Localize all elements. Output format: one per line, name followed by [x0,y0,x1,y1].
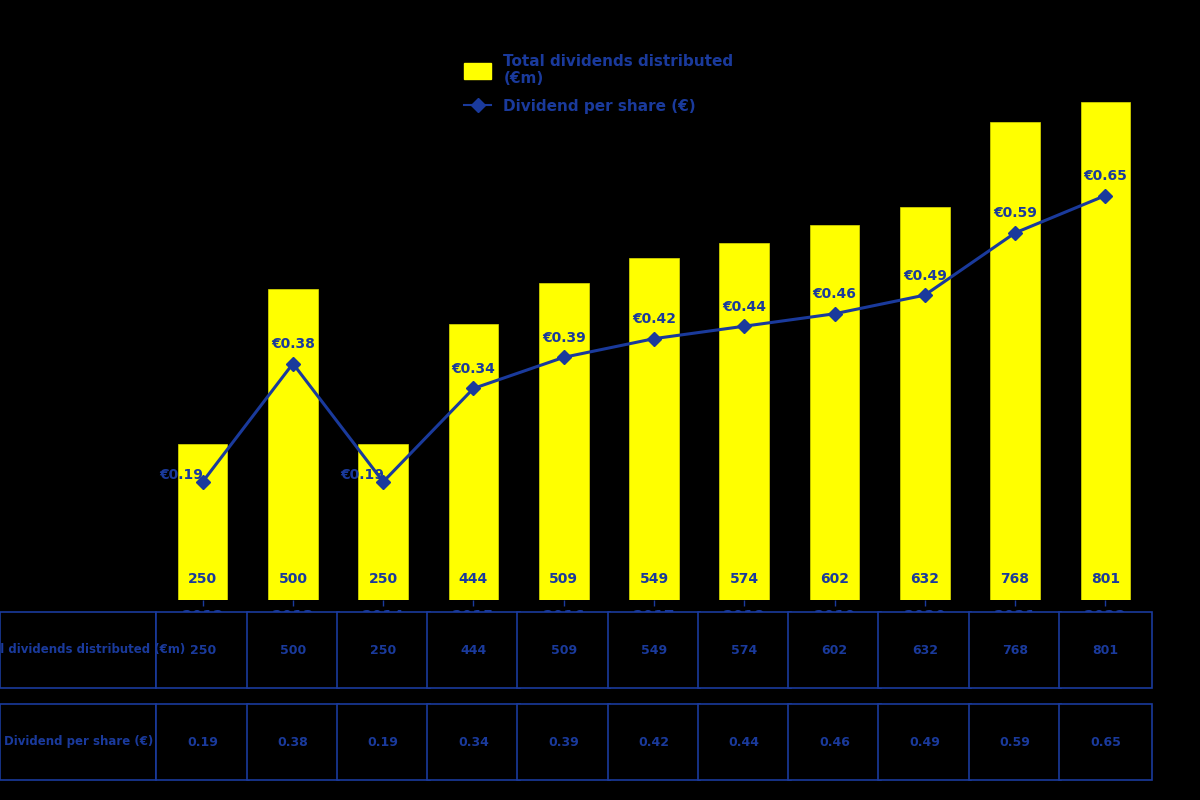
Text: 0.65: 0.65 [1090,735,1121,749]
Text: 0.44: 0.44 [728,735,760,749]
Bar [810,226,859,600]
Bar [878,704,971,780]
Text: 549: 549 [641,643,667,657]
Bar [268,289,318,600]
Bar [968,704,1062,780]
Bar [720,243,769,600]
Text: 500: 500 [278,572,307,586]
Bar [968,612,1062,688]
Text: 768: 768 [1001,572,1030,586]
Bar [359,445,408,600]
Bar [246,612,340,688]
Bar [449,324,498,600]
Bar [156,612,250,688]
Bar [517,612,610,688]
Text: 574: 574 [731,643,757,657]
Text: 0.39: 0.39 [548,735,580,749]
Bar [427,612,520,688]
Bar [0,612,156,688]
Text: Dividend per share (€): Dividend per share (€) [4,735,152,749]
Text: 549: 549 [640,572,668,586]
Text: 801: 801 [1091,572,1120,586]
Text: Total dividends distributed (€m): Total dividends distributed (€m) [0,643,185,657]
Text: 509: 509 [551,643,577,657]
Text: 250: 250 [188,572,217,586]
Text: €0.19: €0.19 [160,468,203,482]
Text: €0.49: €0.49 [902,269,947,282]
Bar [878,612,971,688]
Bar [539,283,588,600]
Text: 0.19: 0.19 [187,735,218,749]
Text: 0.38: 0.38 [277,735,308,749]
Bar [0,704,156,780]
Bar [156,704,250,780]
Text: €0.44: €0.44 [722,300,767,314]
Text: 250: 250 [368,572,397,586]
Text: 801: 801 [1092,643,1118,657]
Text: 500: 500 [280,643,306,657]
Text: €0.42: €0.42 [632,312,676,326]
Bar [788,704,881,780]
Bar [990,122,1040,600]
Text: 632: 632 [911,572,940,586]
Text: 632: 632 [912,643,937,657]
Text: €0.46: €0.46 [812,287,857,302]
Bar [698,704,791,780]
Bar [1080,102,1130,600]
Text: 602: 602 [822,643,847,657]
Bar [337,612,430,688]
Bar [607,704,701,780]
Bar [788,612,881,688]
Text: €0.38: €0.38 [271,337,314,351]
Text: €0.19: €0.19 [340,468,384,482]
Bar [178,445,228,600]
Text: €0.34: €0.34 [451,362,496,376]
Text: 0.59: 0.59 [1000,735,1031,749]
Bar [698,612,791,688]
Text: €0.65: €0.65 [1084,169,1127,183]
Text: 444: 444 [458,572,488,586]
Bar [337,704,430,780]
Text: 0.49: 0.49 [910,735,941,749]
Text: 0.19: 0.19 [367,735,398,749]
Bar [1058,704,1152,780]
Text: 0.46: 0.46 [820,735,850,749]
Bar [607,612,701,688]
Text: 444: 444 [461,643,486,657]
Text: 250: 250 [370,643,396,657]
Text: 602: 602 [820,572,850,586]
Text: 768: 768 [1002,643,1028,657]
Bar [517,704,610,780]
Bar [427,704,520,780]
Bar [246,704,340,780]
Text: 250: 250 [190,643,216,657]
Bar [1058,612,1152,688]
Legend: Total dividends distributed
(€m), Dividend per share (€): Total dividends distributed (€m), Divide… [457,48,739,121]
Bar [900,206,949,600]
Text: 509: 509 [550,572,578,586]
Text: 574: 574 [730,572,758,586]
Bar [629,258,679,600]
Text: 0.42: 0.42 [638,735,670,749]
Text: €0.59: €0.59 [994,206,1037,221]
Text: 0.34: 0.34 [458,735,488,749]
Text: €0.39: €0.39 [542,331,586,345]
